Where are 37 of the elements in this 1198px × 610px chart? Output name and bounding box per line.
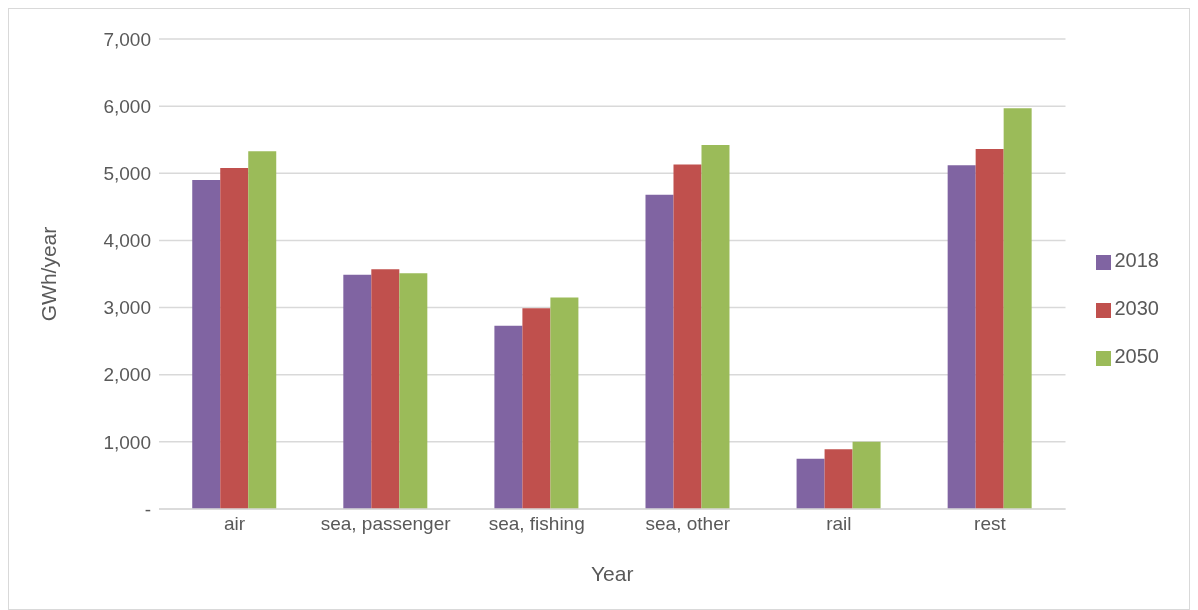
legend-label: 2050 [1114, 345, 1159, 367]
bar [522, 308, 551, 509]
x-tick-label: rest [974, 513, 1007, 535]
bar [494, 325, 523, 509]
y-tick-label: 6,000 [103, 95, 151, 117]
x-tick-label: sea, other [645, 513, 731, 535]
bar [673, 164, 702, 509]
x-tick-label: rail [826, 513, 852, 535]
bar [399, 273, 428, 509]
y-tick-label: 2,000 [103, 364, 151, 386]
y-tick-label: 1,000 [103, 431, 151, 453]
bar [371, 269, 400, 509]
bar [1003, 108, 1032, 509]
bar [645, 194, 674, 509]
bar [550, 297, 579, 509]
bar [947, 165, 976, 509]
bar [796, 458, 825, 509]
bar [248, 151, 277, 509]
y-tick-label: - [144, 498, 151, 520]
y-tick-label: 3,000 [103, 297, 151, 319]
bar [852, 441, 881, 509]
bar [824, 449, 853, 509]
bar [192, 180, 221, 509]
x-axis-title: Year [591, 562, 634, 585]
bar [220, 167, 249, 509]
x-tick-label: air [223, 513, 246, 535]
x-tick-label: sea, passenger [320, 513, 452, 535]
y-tick-label: 5,000 [103, 163, 151, 185]
y-axis-title: GWh/year [37, 226, 61, 322]
legend-label: 2018 [1114, 249, 1159, 271]
x-tick-label: sea, fishing [488, 513, 585, 535]
bar [975, 149, 1004, 509]
bar [701, 145, 730, 509]
y-tick-label: 7,000 [103, 28, 151, 50]
bar [343, 274, 372, 509]
y-tick-label: 4,000 [103, 230, 151, 252]
legend-label: 2030 [1114, 297, 1159, 319]
